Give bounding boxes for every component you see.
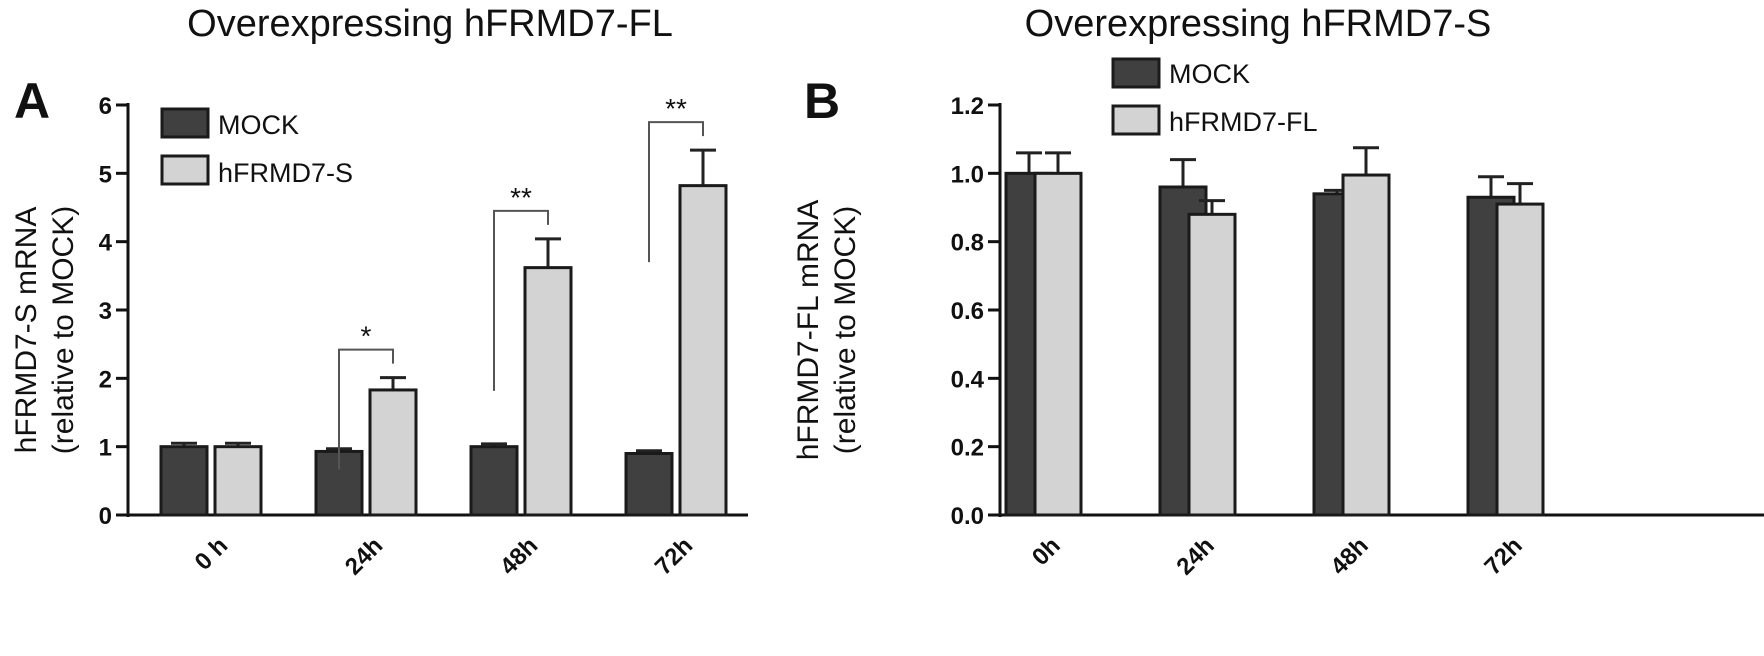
y-tick-label: 1.0 bbox=[951, 161, 984, 188]
y-tick-label: 1.2 bbox=[951, 93, 984, 120]
bar-treated bbox=[678, 184, 728, 517]
x-tick-label: 48h bbox=[1325, 532, 1373, 580]
y-axis-label-b: hFRMD7-FL mRNA (relative to MOCK) bbox=[792, 200, 862, 461]
x-tick-label: 72h bbox=[650, 532, 698, 580]
legend-b: MOCK hFRMD7-FL bbox=[1111, 57, 1318, 137]
y-axis-label-a: hFRMD7-S mRNA (relative to MOCK) bbox=[10, 206, 80, 454]
y-tick-label: 2 bbox=[99, 366, 112, 393]
bar-treated bbox=[523, 266, 573, 517]
y-axis-label-main-b: hFRMD7-FL mRNA bbox=[792, 200, 825, 461]
legend-a: MOCK hFRMD7-S bbox=[160, 107, 353, 188]
panel-label-a: A bbox=[14, 73, 50, 129]
bar-mock bbox=[159, 445, 209, 517]
y-tick-label: 4 bbox=[99, 230, 113, 257]
significance-label: ** bbox=[510, 182, 532, 213]
y-tick-label: 5 bbox=[99, 161, 112, 188]
y-axis-label-sub-a: (relative to MOCK) bbox=[47, 206, 80, 454]
y-tick-label: 0.4 bbox=[951, 366, 985, 393]
legend-swatch-treated-b bbox=[1111, 104, 1161, 136]
chart-title-a: Overexpressing hFRMD7-FL bbox=[187, 3, 673, 45]
x-tick-label: 0 h bbox=[190, 532, 234, 576]
y-tick-label: 0.0 bbox=[951, 503, 984, 530]
y-axis-label-sub-b: (relative to MOCK) bbox=[829, 206, 862, 454]
y-tick-label: 0.6 bbox=[951, 298, 984, 325]
plot-area-b: 0.0 0.2 0.4 0.6 0.8 1.0 1.2 0h 24h 48h 72h bbox=[951, 93, 1764, 580]
legend-label-treated-b: hFRMD7-FL bbox=[1169, 107, 1318, 137]
y-tick-label: 0.2 bbox=[951, 435, 984, 462]
x-tick-label: 24h bbox=[1171, 532, 1219, 580]
bar-treated bbox=[1495, 202, 1545, 517]
chart-panel-b: Overexpressing hFRMD7-S B hFRMD7-FL mRNA… bbox=[792, 3, 1764, 580]
y-axis-label-main-a: hFRMD7-S mRNA bbox=[10, 207, 43, 454]
significance-bracket bbox=[338, 348, 394, 470]
legend-swatch-mock-a bbox=[160, 107, 210, 139]
bar-mock bbox=[624, 452, 674, 517]
y-tick-label: 6 bbox=[99, 93, 112, 120]
bar-treated bbox=[1033, 171, 1083, 517]
bar-treated bbox=[1341, 173, 1391, 517]
x-tick-label: 0h bbox=[1027, 532, 1066, 571]
x-tick-label: 24h bbox=[340, 532, 388, 580]
legend-swatch-treated-a bbox=[160, 154, 210, 186]
legend-label-treated-a: hFRMD7-S bbox=[218, 158, 353, 188]
y-tick-label: 3 bbox=[99, 298, 112, 325]
legend-label-mock-b: MOCK bbox=[1169, 59, 1250, 89]
significance-bracket bbox=[493, 209, 549, 391]
bar-treated bbox=[1187, 212, 1237, 517]
panel-label-b: B bbox=[804, 73, 840, 129]
significance-label: ** bbox=[665, 93, 687, 124]
bar-mock bbox=[469, 445, 519, 517]
bar-treated bbox=[368, 388, 418, 517]
legend-label-mock-a: MOCK bbox=[218, 110, 299, 140]
bar-treated bbox=[213, 445, 263, 517]
y-tick-label: 1 bbox=[99, 435, 112, 462]
y-tick-label: 0 bbox=[99, 503, 112, 530]
significance-bracket bbox=[648, 121, 704, 263]
significance-label: * bbox=[361, 321, 372, 352]
x-tick-label: 48h bbox=[495, 532, 543, 580]
chart-title-b: Overexpressing hFRMD7-S bbox=[1025, 3, 1492, 45]
chart-panel-a: Overexpressing hFRMD7-FL A hFRMD7-S mRNA… bbox=[10, 3, 748, 580]
x-tick-label: 72h bbox=[1479, 532, 1527, 580]
legend-swatch-mock-b bbox=[1111, 57, 1161, 89]
y-tick-label: 0.8 bbox=[951, 230, 984, 257]
